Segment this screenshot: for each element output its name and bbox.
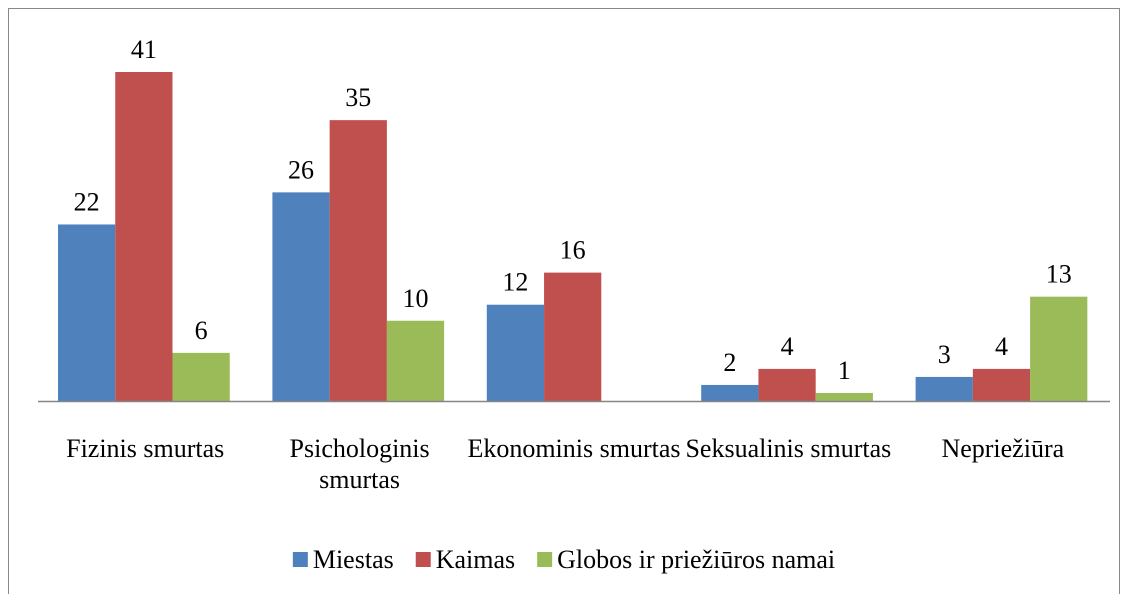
x-tick-label: Fizinis smurtas <box>66 434 225 463</box>
bar <box>758 368 816 401</box>
data-label: 16 <box>560 236 586 265</box>
bar <box>172 352 230 401</box>
legend-label: Miestas <box>313 545 394 574</box>
data-label: 10 <box>403 284 429 313</box>
x-tick-label: Seksualinis smurtas <box>685 434 892 463</box>
data-label: 26 <box>288 155 314 184</box>
data-label: 6 <box>195 316 208 345</box>
data-label: 2 <box>723 348 736 377</box>
data-label: 35 <box>345 83 371 112</box>
bar <box>544 272 602 401</box>
bar <box>58 224 116 401</box>
bar <box>1030 296 1088 401</box>
legend-label: Kaimas <box>436 545 515 574</box>
x-tick-label: Nepriežiūra <box>941 434 1065 463</box>
legend-swatch <box>415 552 431 567</box>
bar <box>329 120 387 402</box>
bar <box>272 192 330 401</box>
bar <box>915 376 973 401</box>
bar <box>815 392 873 401</box>
x-tick-label: Ekonominis smurtas <box>467 434 681 463</box>
data-label: 3 <box>938 340 951 369</box>
data-label: 4 <box>995 332 1008 361</box>
bar <box>386 320 445 401</box>
data-label: 13 <box>1046 260 1072 289</box>
bar <box>486 304 545 401</box>
legend-swatch <box>537 552 553 567</box>
data-label: 4 <box>781 332 794 361</box>
bar <box>115 72 173 401</box>
bar <box>701 384 759 401</box>
data-label: 41 <box>131 35 157 64</box>
data-label: 12 <box>502 268 528 297</box>
x-tick-label: Psichologinis smurtas <box>289 434 430 494</box>
data-label: 1 <box>838 356 851 385</box>
legend-swatch <box>292 552 308 567</box>
legend-label: Globos ir priežiūros namai <box>557 545 835 574</box>
bar <box>972 368 1031 401</box>
data-label: 22 <box>74 187 100 216</box>
